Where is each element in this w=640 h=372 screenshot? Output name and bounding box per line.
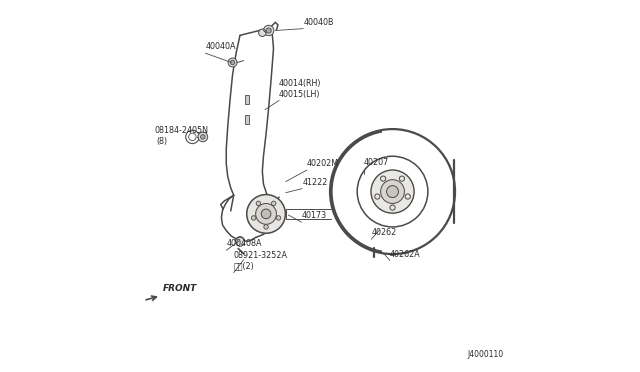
Circle shape (230, 60, 235, 65)
Circle shape (371, 170, 414, 213)
Circle shape (252, 216, 256, 220)
Circle shape (238, 239, 243, 243)
Text: 08184-2405N: 08184-2405N (154, 126, 209, 135)
Text: 40040B: 40040B (303, 18, 334, 27)
Circle shape (405, 194, 410, 199)
Text: 400408A: 400408A (227, 240, 262, 248)
Circle shape (387, 186, 399, 198)
Circle shape (264, 225, 268, 229)
Circle shape (381, 176, 386, 181)
Text: 40173: 40173 (301, 211, 326, 220)
Circle shape (255, 203, 276, 224)
Text: FRONT: FRONT (163, 284, 197, 293)
Circle shape (276, 216, 281, 220)
Circle shape (261, 209, 271, 219)
Text: 08921-3252A
ピン(2): 08921-3252A ピン(2) (234, 251, 288, 271)
Text: 40207: 40207 (364, 158, 389, 167)
Text: 40040A: 40040A (205, 42, 236, 51)
Circle shape (381, 180, 404, 203)
Text: 40262A: 40262A (390, 250, 420, 259)
Circle shape (390, 205, 395, 210)
Circle shape (246, 195, 285, 233)
Circle shape (259, 29, 266, 36)
Circle shape (375, 194, 380, 199)
Circle shape (200, 135, 205, 139)
Circle shape (256, 201, 260, 206)
Circle shape (266, 28, 271, 33)
Text: (8): (8) (156, 137, 168, 146)
Text: J4000110: J4000110 (467, 350, 503, 359)
Circle shape (236, 237, 244, 246)
Circle shape (228, 58, 237, 67)
Circle shape (198, 132, 207, 142)
Bar (245, 115, 250, 124)
Text: 40014(RH)
40015(LH): 40014(RH) 40015(LH) (279, 79, 321, 99)
Text: 41222: 41222 (302, 178, 328, 187)
Circle shape (264, 25, 274, 36)
Bar (245, 95, 250, 104)
Text: 40262: 40262 (371, 228, 397, 237)
Circle shape (271, 201, 276, 206)
Circle shape (236, 237, 244, 246)
Circle shape (399, 176, 404, 181)
Text: 40202M: 40202M (307, 159, 339, 168)
